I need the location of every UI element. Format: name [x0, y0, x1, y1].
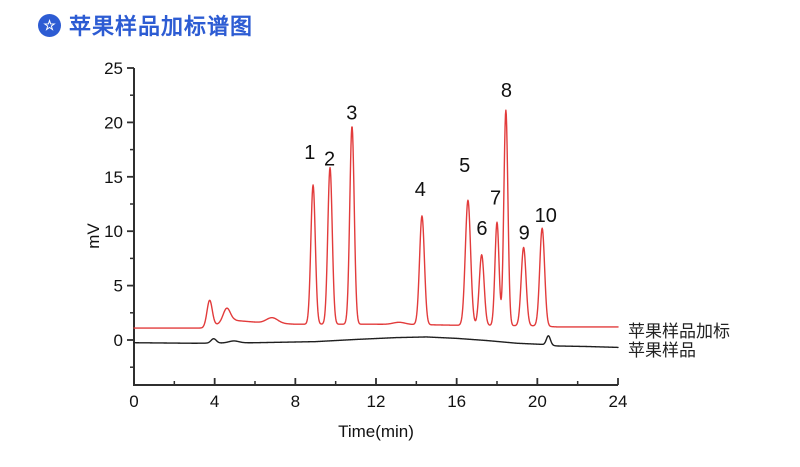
star-badge-icon: ☆ — [38, 13, 61, 37]
star-glyph: ☆ — [43, 17, 56, 33]
peak-label-3: 3 — [346, 103, 357, 125]
x-tick-label: 12 — [367, 392, 386, 411]
y-tick-label: 0 — [114, 331, 123, 350]
y-tick-label: 15 — [104, 168, 123, 187]
peak-label-7: 7 — [490, 187, 501, 209]
peak-label-1: 1 — [304, 142, 315, 164]
peak-label-9: 9 — [519, 222, 530, 244]
x-tick-label: 0 — [129, 392, 138, 411]
legend-label-sample: 苹果样品 — [628, 341, 696, 360]
x-tick-label: 8 — [291, 392, 300, 411]
peak-label-2: 2 — [324, 148, 335, 170]
x-tick-label: 4 — [210, 392, 219, 411]
header: ☆ 苹果样品加标谱图 — [38, 9, 253, 41]
peak-label-5: 5 — [459, 155, 470, 177]
y-tick-label: 20 — [104, 113, 123, 132]
x-tick-label: 20 — [528, 392, 547, 411]
trace-sample — [133, 335, 619, 349]
x-tick-label: 16 — [447, 392, 466, 411]
x-axis-title: Time(min) — [338, 422, 414, 441]
page-title: 苹果样品加标谱图 — [69, 14, 254, 39]
peak-label-10: 10 — [535, 205, 557, 227]
peak-label-8: 8 — [501, 80, 512, 102]
y-tick-label: 10 — [104, 222, 123, 241]
y-axis-title: mV — [84, 223, 103, 249]
peak-label-6: 6 — [476, 218, 487, 240]
legend-label-spiked-sample: 苹果样品加标 — [628, 322, 730, 341]
y-tick-label: 5 — [114, 277, 123, 296]
trace-spiked-sample — [133, 109, 619, 329]
y-tick-label: 25 — [104, 59, 123, 78]
peak-label-4: 4 — [415, 179, 426, 201]
x-tick-label: 24 — [609, 392, 628, 411]
